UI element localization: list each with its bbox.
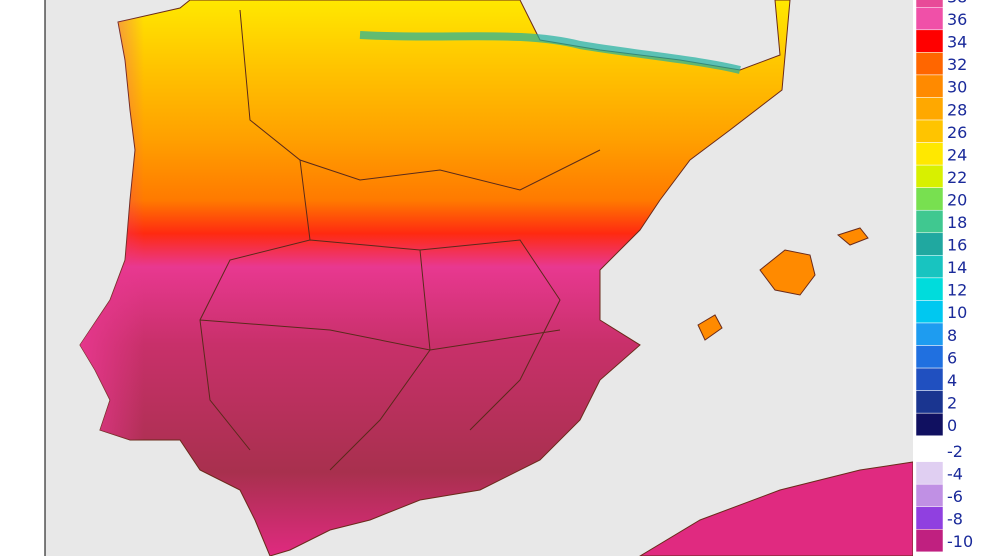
legend-label: 12 [947,281,967,300]
legend-swatch [915,529,944,553]
legend-swatch [915,142,944,166]
menorca [836,227,869,246]
legend-label: 38 [947,0,967,7]
legend-label: 20 [947,190,967,209]
legend-label: 32 [947,55,967,74]
legend-label: 22 [947,168,967,187]
legend-label: 34 [947,33,967,52]
west-coast-shade [80,0,400,556]
legend-label: -2 [947,442,963,461]
legend-swatch [915,0,944,8]
legend-swatch [915,7,944,31]
legend-swatch [915,483,944,508]
legend-swatch [915,164,944,188]
legend-swatch [915,461,944,485]
ibiza [697,314,723,341]
legend-label: 30 [947,78,967,97]
legend-swatch [915,187,944,211]
legend-swatch [915,29,944,53]
legend-swatch [915,300,944,324]
legend-label: 2 [947,393,957,412]
legend: 38363432302826242220181614121086420-2-4-… [915,0,973,553]
legend-label: 24 [947,145,967,164]
legend-label: 36 [947,10,967,29]
legend-label: 18 [947,213,967,232]
legend-swatch [915,74,944,98]
legend-label: 0 [947,416,957,435]
legend-swatch [915,209,944,234]
legend-swatch [915,322,944,346]
legend-label: 6 [947,348,957,367]
legend-label: 28 [947,100,967,119]
legend-label: -4 [947,464,963,483]
legend-swatch [915,52,944,76]
legend-swatch [915,506,944,530]
pyrenees [359,31,741,74]
legend-swatch [915,277,944,301]
legend-label: -8 [947,510,963,529]
legend-label: 8 [947,326,957,345]
region-borders [199,9,601,471]
legend-label: -6 [947,487,963,506]
legend-swatch [915,390,944,414]
legend-label: -10 [947,532,973,551]
legend-swatch [915,412,944,436]
legend-swatch [915,367,944,391]
north-africa [639,461,914,556]
legend-label: 16 [947,236,967,255]
legend-label: 26 [947,123,967,142]
legend-label: 14 [947,258,967,277]
legend-swatch [915,345,944,369]
mallorca [759,249,816,296]
legend-label: 4 [947,371,957,390]
legend-swatch [915,97,944,121]
legend-label: 10 [947,303,967,322]
legend-swatch [915,119,944,143]
legend-swatch [915,255,944,279]
legend-swatch [915,438,944,462]
legend-swatch [915,232,944,256]
